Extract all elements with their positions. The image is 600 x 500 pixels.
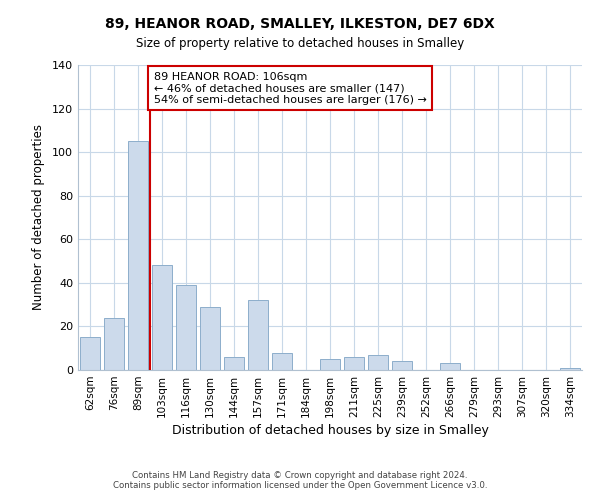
X-axis label: Distribution of detached houses by size in Smalley: Distribution of detached houses by size … [172,424,488,437]
Text: Contains HM Land Registry data © Crown copyright and database right 2024.
Contai: Contains HM Land Registry data © Crown c… [113,470,487,490]
Bar [320,359,340,370]
Text: Size of property relative to detached houses in Smalley: Size of property relative to detached ho… [136,38,464,51]
Bar [224,357,244,370]
Bar [248,300,268,370]
Bar [176,285,196,370]
Text: 89 HEANOR ROAD: 106sqm
← 46% of detached houses are smaller (147)
54% of semi-de: 89 HEANOR ROAD: 106sqm ← 46% of detached… [154,72,427,104]
Y-axis label: Number of detached properties: Number of detached properties [32,124,45,310]
Bar [368,355,388,370]
Bar [80,338,100,370]
Bar [392,362,412,370]
Bar [344,357,364,370]
Bar [560,368,580,370]
Bar [152,266,172,370]
Bar [200,307,220,370]
Bar [128,141,148,370]
Bar [104,318,124,370]
Bar [440,364,460,370]
Text: 89, HEANOR ROAD, SMALLEY, ILKESTON, DE7 6DX: 89, HEANOR ROAD, SMALLEY, ILKESTON, DE7 … [105,18,495,32]
Bar [272,352,292,370]
